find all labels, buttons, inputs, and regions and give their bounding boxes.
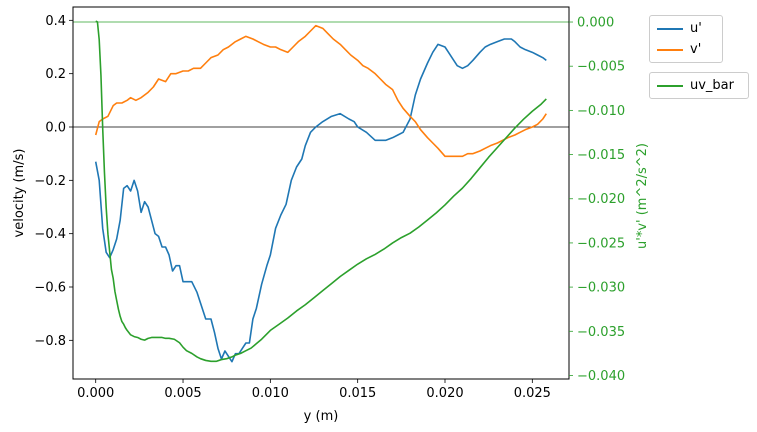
right-y-axis-ticks: 0.000 −0.005 −0.010 −0.015 −0.020 −0.025 −0.03…	[569, 16, 625, 384]
right-y-tick-label: −0.035	[577, 325, 625, 340]
left-y-tick-label: −0.2	[34, 174, 66, 189]
left-y-tick-label: −0.6	[34, 281, 66, 296]
right-y-tick-label: −0.020	[577, 192, 625, 207]
right-y-tick-label: −0.005	[577, 60, 625, 75]
left-y-tick-label: 0.2	[45, 67, 66, 82]
legend-swatch-uv-bar	[657, 85, 683, 87]
right-y-tick-label: −0.030	[577, 281, 625, 296]
right-y-tick-label: −0.025	[577, 236, 625, 251]
legend-label-v: v'	[690, 42, 702, 57]
legend-label-u: u'	[690, 21, 702, 36]
x-tick-label: 0.025	[514, 386, 551, 401]
series-line-v	[94, 24, 547, 158]
x-tick-label: 0.005	[164, 386, 201, 401]
right-y-tick-label: −0.015	[577, 148, 625, 163]
x-axis-ticks: 0.000 0.005 0.010 0.015 0.020 0.025	[77, 379, 551, 401]
legend-swatch-u	[657, 28, 683, 30]
x-tick-label: 0.010	[252, 386, 289, 401]
left-y-axis-ticks: 0.4 0.2 0.0 −0.2 −0.4 −0.6 −0.8	[34, 14, 73, 349]
right-y-tick-label: −0.040	[577, 369, 625, 384]
left-y-axis-label: velocity (m/s)	[12, 149, 27, 238]
right-y-tick-label: −0.010	[577, 104, 625, 119]
x-tick-label: 0.020	[426, 386, 463, 401]
x-tick-label: 0.015	[339, 386, 376, 401]
x-tick-label: 0.000	[77, 386, 114, 401]
series-line-uv-bar	[95, 20, 547, 363]
left-y-tick-label: −0.8	[34, 334, 66, 349]
series-line-u	[94, 38, 547, 363]
legend-item-u: u'	[650, 18, 722, 39]
right-y-tick-label: 0.000	[577, 16, 614, 31]
legend-left-axis: u' v'	[649, 15, 723, 63]
legend-swatch-v	[657, 49, 683, 51]
legend-label-uv-bar: uv_bar	[690, 78, 734, 93]
series-layer	[73, 20, 569, 363]
plot-area-frame	[72, 6, 570, 380]
left-y-tick-label: 0.4	[45, 14, 66, 29]
left-y-tick-label: 0.0	[45, 121, 66, 136]
legend-right-axis: uv_bar	[649, 72, 749, 99]
x-axis-label: y (m)	[304, 409, 339, 424]
legend-item-uv-bar: uv_bar	[650, 75, 748, 96]
left-y-tick-label: −0.4	[34, 227, 66, 242]
right-y-axis-label: u'*v' (m^2/s^2)	[635, 143, 650, 249]
legend-item-v: v'	[650, 39, 722, 60]
